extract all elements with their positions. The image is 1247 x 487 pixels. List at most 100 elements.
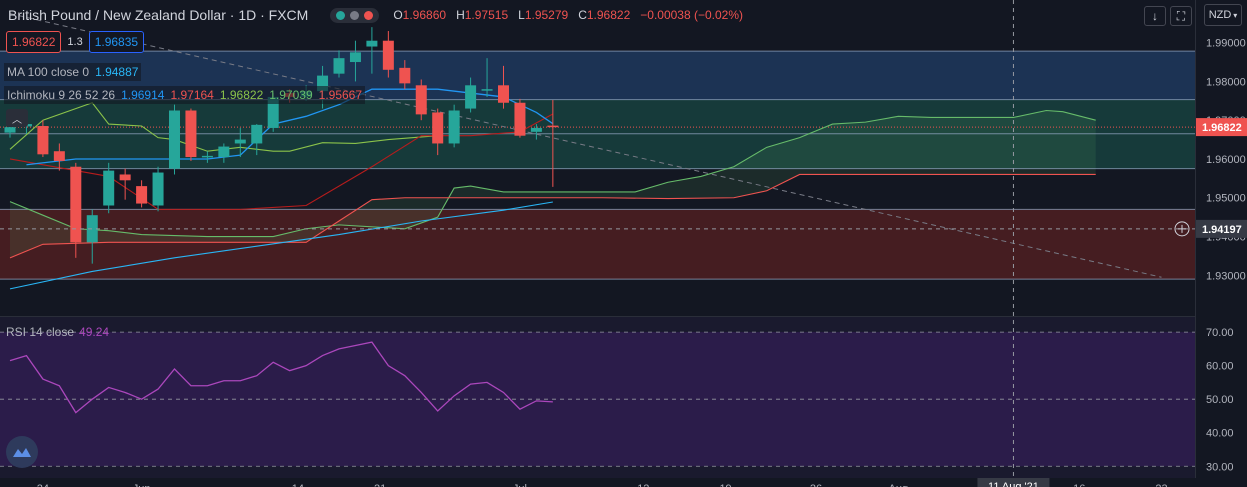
chart-header: British Pound / New Zealand Dollar · 1D …: [0, 0, 1195, 30]
candle-body: [70, 166, 82, 243]
candle: [382, 31, 394, 78]
trade-buttons: 1.96822 1.3 1.96835: [6, 31, 145, 53]
fullscreen-icon: ⛶: [1176, 8, 1186, 23]
candle-body: [530, 127, 542, 132]
close-label: C: [578, 8, 587, 22]
candle: [169, 104, 180, 175]
low-label: L: [518, 8, 525, 22]
senkou-a-line: [9, 109, 1096, 238]
candle: [514, 98, 526, 138]
currency-selector[interactable]: NZD ▾: [1204, 4, 1242, 26]
candle: [119, 168, 131, 200]
ichimoku-legend[interactable]: Ichimoku 9 26 52 26 1.96914 1.97164 1.96…: [4, 86, 366, 104]
candle-body: [317, 75, 329, 92]
candle: [432, 108, 444, 156]
candle: [37, 120, 49, 158]
buy-button[interactable]: 1.96835: [88, 31, 145, 53]
trend-line: [9, 13, 1162, 278]
tenkan-line: [26, 88, 554, 166]
time-tick-label: 26: [810, 483, 822, 487]
candle-body: [514, 102, 526, 136]
time-tick-label: Jul: [513, 483, 527, 487]
ichimoku-value-lead2: 1.95667: [318, 88, 363, 102]
symbol-title[interactable]: British Pound / New Zealand Dollar · 1D …: [8, 7, 309, 23]
time-tick-label: 14: [292, 483, 304, 487]
candle: [53, 143, 65, 171]
open-value: 1.96860: [402, 8, 447, 22]
candle-body: [498, 85, 509, 103]
ma-name: MA 100 close 0: [7, 65, 90, 79]
crosshair-time-label: 11 Aug '21: [988, 481, 1039, 487]
candle-body: [547, 125, 559, 128]
high-label: H: [456, 8, 465, 22]
time-tick-label: 23: [1155, 483, 1167, 487]
rsi-tick-label: 50.00: [1206, 394, 1234, 406]
candle-body: [136, 186, 148, 204]
candle-body: [349, 52, 361, 63]
candle: [498, 65, 509, 109]
candle-body: [185, 110, 197, 158]
time-axis-bg: [0, 478, 1195, 487]
candle: [70, 162, 82, 258]
candle-body: [169, 110, 180, 169]
candle-body: [481, 89, 493, 91]
candle-body: [86, 215, 98, 243]
candle: [185, 108, 197, 161]
candle-body: [333, 58, 345, 74]
candle-body: [119, 174, 131, 181]
sell-button[interactable]: 1.96822: [6, 31, 62, 53]
candle-body: [103, 170, 115, 206]
candle-body: [448, 110, 460, 144]
ichimoku-value-conversion: 1.96914: [121, 88, 165, 102]
status-dot-gray: [350, 10, 360, 20]
collapse-legend-button[interactable]: ︿: [6, 109, 28, 127]
price-tick-label: 1.98000: [1206, 76, 1246, 88]
tradingview-logo[interactable]: [6, 436, 38, 468]
candle-body: [415, 85, 427, 115]
candle: [448, 104, 460, 148]
candle-body: [432, 112, 444, 144]
candle: [399, 60, 411, 90]
fullscreen-button[interactable]: ⛶: [1170, 6, 1192, 26]
candle-body: [37, 126, 49, 155]
price-tick-label: 1.95000: [1206, 193, 1246, 205]
close-value: 1.96822: [586, 8, 631, 22]
ichimoku-value-base: 1.97164: [170, 88, 214, 102]
candle: [218, 143, 230, 163]
ichimoku-value-lead1: 1.97039: [269, 88, 313, 102]
status-dot-red: [364, 10, 374, 20]
ichimoku-cloud: [10, 110, 1096, 258]
high-value: 1.97515: [464, 8, 509, 22]
status-dot-green: [336, 10, 346, 20]
last-price-tag: [1196, 118, 1247, 137]
time-tick-label: 12: [637, 483, 649, 487]
candle-body: [201, 155, 213, 158]
candle-body: [267, 96, 279, 128]
candle-body: [399, 67, 411, 84]
candle: [366, 27, 378, 74]
candle: [547, 100, 559, 187]
price-tick-label: 1.93000: [1206, 270, 1246, 282]
price-tick-label: 1.99000: [1206, 38, 1246, 50]
crosshair-price-tag: [1196, 219, 1247, 238]
rsi-legend[interactable]: RSI 14 close 49.24: [6, 325, 109, 339]
candle-body: [251, 124, 263, 144]
scroll-down-button[interactable]: ↓: [1144, 6, 1166, 26]
candle: [201, 151, 213, 163]
time-tick-label: 24: [37, 483, 49, 487]
rsi-tick-label: 60.00: [1206, 361, 1234, 373]
ma-legend[interactable]: MA 100 close 0 1.94887: [4, 63, 142, 81]
candle: [415, 79, 427, 121]
time-tick-label: 16: [1073, 483, 1085, 487]
rsi-tick-label: 70.00: [1206, 327, 1234, 339]
candle-body: [4, 127, 16, 133]
candle-body: [465, 85, 477, 109]
ohlc-values: O1.96860 H1.97515 L1.95279 C1.96822 −0.0…: [393, 8, 743, 22]
ma100-line: [9, 201, 553, 290]
candle: [349, 40, 361, 82]
crosshair-price-label: 1.94197: [1202, 224, 1242, 236]
senkou-b-line: [9, 173, 1096, 259]
change-value: −0.00038 (−0.02%): [640, 8, 744, 22]
rsi-line: [9, 341, 553, 414]
